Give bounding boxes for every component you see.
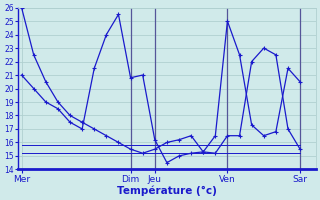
- X-axis label: Température (°c): Température (°c): [117, 185, 217, 196]
